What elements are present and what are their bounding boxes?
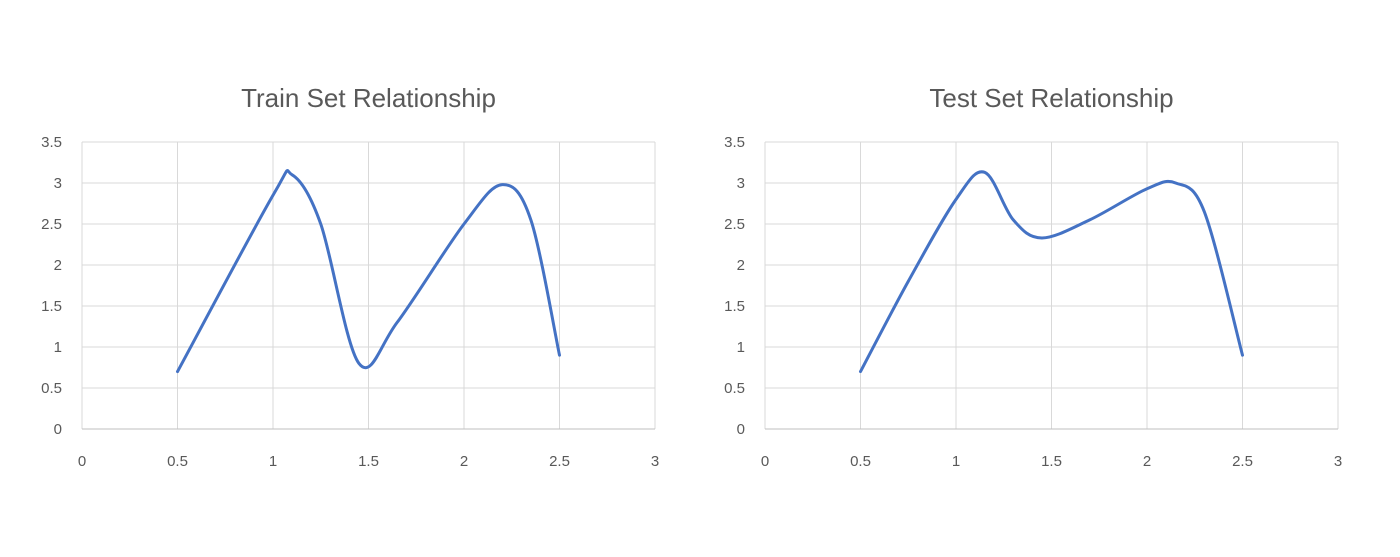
series-line [859,170,1244,374]
y-tick-label: 1 [737,339,745,356]
y-tick-label: 1.5 [724,298,745,315]
y-tick-label: 2 [737,257,745,274]
chart-title: Train Set Relationship [241,83,496,113]
y-tick-label: 0 [54,421,62,438]
x-tick-label: 2 [1143,453,1151,470]
y-tick-label: 0 [737,421,745,438]
x-tick-label: 3 [1334,453,1342,470]
y-tick-label: 2.5 [41,216,62,233]
y-tick-label: 0.5 [41,380,62,397]
chart-title: Test Set Relationship [929,83,1173,113]
x-tick-label: 3 [651,453,659,470]
y-tick-label: 3 [54,175,62,192]
y-tick-label: 3 [737,175,745,192]
x-tick-label: 1.5 [358,453,379,470]
y-tick-label: 3.5 [41,134,62,151]
y-tick-label: 2.5 [724,216,745,233]
x-tick-label: 0.5 [167,453,188,470]
series-line [176,169,561,374]
x-tick-label: 0.5 [850,453,871,470]
chart-2: Test Set Relationship 0 0.5 1 1.5 2 2.5 3 3.5 0 0.… [724,83,1342,470]
y-tick-label: 1.5 [41,298,62,315]
y-tick-label: 1 [54,339,62,356]
y-tick-label: 0.5 [724,380,745,397]
x-tick-label: 1.5 [1041,453,1062,470]
x-tick-label: 1 [952,453,960,470]
x-tick-label: 1 [269,453,277,470]
y-tick-label: 2 [54,257,62,274]
x-tick-label: 2.5 [1232,453,1253,470]
x-tick-label: 0 [761,453,769,470]
x-tick-label: 2 [460,453,468,470]
x-tick-label: 0 [78,453,86,470]
x-tick-label: 2.5 [549,453,570,470]
y-tick-label: 3.5 [724,134,745,151]
chart-1: Train Set Relationship 0 0.5 1 1.5 2 2.5 3 3.5 0 0… [41,83,659,470]
